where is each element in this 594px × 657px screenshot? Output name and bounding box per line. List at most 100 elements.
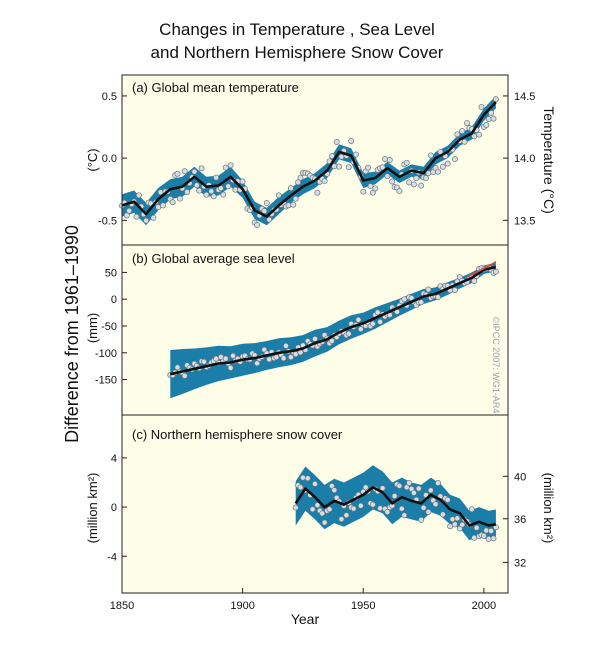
y-tick-label-left-b: -100 [95, 348, 117, 360]
annual-point-a [210, 193, 217, 200]
annual-point-a [367, 183, 374, 190]
annual-point-a [386, 157, 393, 163]
annual-point-b [369, 320, 376, 327]
panel-a-ylabel-left: (°C) [85, 148, 100, 171]
annual-point-a [396, 188, 403, 195]
annual-point-a [123, 212, 130, 219]
annual-point-c [471, 534, 478, 541]
annual-point-a [439, 163, 446, 170]
annual-point-a [382, 156, 388, 162]
annual-point-a [198, 165, 205, 172]
annual-point-c [468, 506, 475, 513]
annual-point-c [319, 510, 326, 517]
panel-b-plot-area [167, 261, 499, 399]
annual-point-b [492, 268, 499, 275]
annual-point-a [418, 182, 425, 189]
annual-point-b [254, 360, 261, 367]
annual-point-c [406, 480, 413, 486]
annual-point-a [261, 208, 268, 214]
annual-point-a [389, 178, 396, 185]
annual-point-a [196, 187, 203, 194]
annual-point-a [403, 159, 410, 166]
annual-point-a [292, 195, 299, 202]
annual-point-a [488, 110, 495, 116]
annual-point-a [232, 186, 239, 193]
annual-point-a [476, 131, 483, 138]
annual-point-c [343, 512, 350, 519]
annual-point-a [176, 195, 183, 202]
y-tick-label-left-a: -0.5 [98, 215, 117, 227]
annual-point-b [451, 287, 458, 293]
annual-point-a [406, 179, 413, 186]
annual-point-a [384, 173, 391, 180]
annual-point-b [280, 355, 287, 362]
annual-point-c [439, 511, 446, 518]
annual-point-a [287, 185, 294, 192]
annual-point-c [350, 505, 357, 512]
annual-point-a [184, 189, 191, 195]
annual-point-a [213, 174, 220, 181]
annual-point-a [239, 178, 246, 185]
annual-point-a [126, 207, 133, 214]
x-tick-label: 1900 [230, 600, 254, 612]
annual-point-b [201, 358, 207, 365]
y-tick-label-left-b: 0 [111, 294, 117, 306]
y-tick-label-left-b: -50 [101, 321, 117, 333]
panel-b-ylabel-left: (mm) [85, 313, 100, 343]
annual-point-a [208, 188, 215, 195]
y-tick-label-right-a: 13.5 [514, 215, 535, 227]
annual-point-b [377, 318, 384, 325]
annual-point-c [377, 505, 384, 512]
chart-title-line2: and Northern Hemisphere Snow Cover [151, 43, 444, 62]
annual-point-b [222, 355, 229, 362]
annual-point-b [471, 278, 478, 284]
annual-point-b [273, 354, 280, 361]
annual-point-b [435, 294, 441, 301]
annual-point-c [488, 528, 495, 534]
x-tick-label: 1850 [110, 600, 134, 612]
annual-point-c [401, 512, 408, 519]
smoothed-line-c [294, 486, 497, 527]
annual-point-a [222, 164, 229, 171]
satellite-line-b [466, 261, 497, 278]
annual-point-c [384, 509, 391, 515]
annual-point-c [485, 535, 492, 542]
annual-point-c [312, 480, 318, 487]
panel-a-background [122, 75, 508, 245]
x-axis-label: Year [291, 611, 320, 627]
annual-point-a [297, 174, 304, 181]
annual-point-a [135, 192, 142, 199]
x-tick-label: 1950 [351, 600, 375, 612]
annual-point-a [217, 185, 224, 192]
panel-b-label: (b) Global average sea level [132, 251, 295, 266]
panel-a-ylabel-right: Temperature (°C) [541, 106, 557, 214]
annual-point-a [485, 116, 492, 122]
annual-point-a [160, 202, 166, 209]
annual-point-c [418, 516, 425, 523]
annual-point-c [490, 535, 497, 542]
annual-point-b [230, 352, 236, 359]
annual-point-b [283, 342, 289, 349]
annual-point-a [471, 133, 478, 140]
annual-point-a [454, 131, 461, 138]
annual-point-a [338, 153, 345, 160]
annual-point-a [225, 183, 232, 190]
annual-point-a [181, 168, 188, 175]
annual-point-a [263, 200, 270, 206]
annual-point-b [418, 299, 425, 306]
annual-point-a [314, 189, 321, 196]
annual-point-a [360, 188, 367, 195]
annual-point-c [449, 516, 456, 523]
annual-point-c [304, 475, 311, 482]
y-tick-label-left-a: 0.5 [102, 91, 117, 103]
annual-point-c [297, 484, 304, 491]
annual-point-c [321, 519, 328, 526]
y-tick-label-left-b: 50 [105, 267, 117, 279]
annual-point-b [355, 316, 362, 323]
annual-point-a [133, 213, 140, 220]
annual-point-c [473, 524, 480, 531]
annual-point-a [372, 185, 379, 192]
annual-point-a [353, 151, 359, 158]
